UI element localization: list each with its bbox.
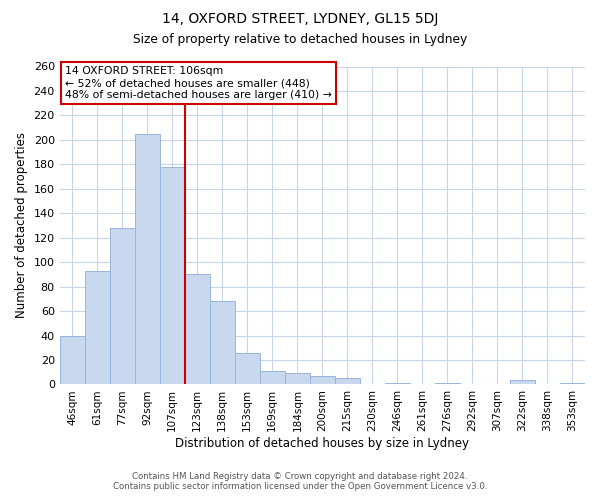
Bar <box>59 336 85 384</box>
Bar <box>510 380 535 384</box>
Bar <box>235 352 260 384</box>
Bar <box>110 228 135 384</box>
Text: 14, OXFORD STREET, LYDNEY, GL15 5DJ: 14, OXFORD STREET, LYDNEY, GL15 5DJ <box>162 12 438 26</box>
Bar <box>185 274 210 384</box>
Bar <box>310 376 335 384</box>
Bar <box>335 378 360 384</box>
Text: 14 OXFORD STREET: 106sqm
← 52% of detached houses are smaller (448)
48% of semi-: 14 OXFORD STREET: 106sqm ← 52% of detach… <box>65 66 332 100</box>
Bar <box>260 371 285 384</box>
Bar <box>435 383 460 384</box>
Y-axis label: Number of detached properties: Number of detached properties <box>15 132 28 318</box>
Bar <box>285 374 310 384</box>
Text: Size of property relative to detached houses in Lydney: Size of property relative to detached ho… <box>133 32 467 46</box>
X-axis label: Distribution of detached houses by size in Lydney: Distribution of detached houses by size … <box>175 437 469 450</box>
Bar <box>210 302 235 384</box>
Bar <box>85 270 110 384</box>
Bar <box>560 383 585 384</box>
Bar <box>160 167 185 384</box>
Bar <box>385 383 410 384</box>
Bar <box>135 134 160 384</box>
Text: Contains HM Land Registry data © Crown copyright and database right 2024.
Contai: Contains HM Land Registry data © Crown c… <box>113 472 487 491</box>
